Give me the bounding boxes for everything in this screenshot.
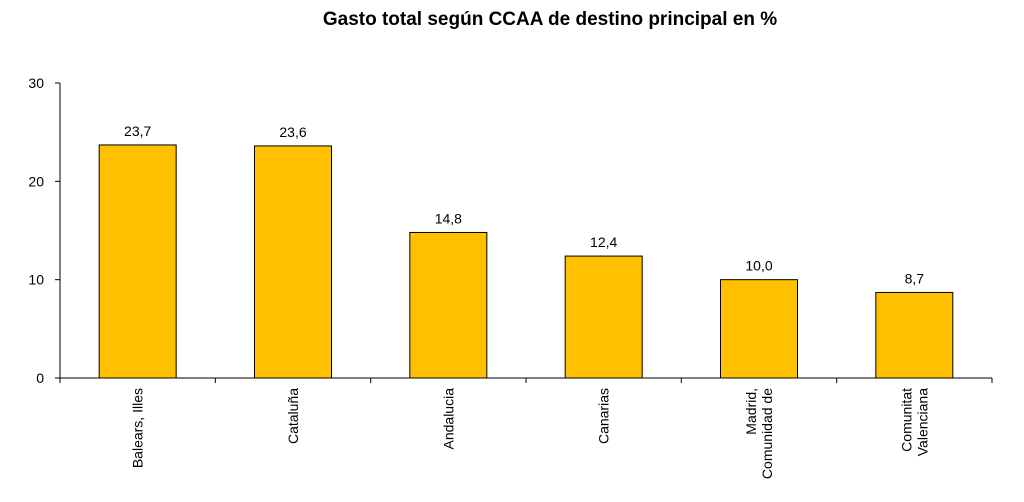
data-label: 23,6 [279,124,306,140]
bar [720,279,798,379]
y-tick-label: 10 [28,272,44,288]
bar [409,231,488,379]
category-label: Cataluña [285,388,301,444]
y-tick-label: 20 [28,173,44,189]
bar [875,291,954,379]
bar [254,145,332,379]
category-label: Valenciana [914,388,930,456]
category-label-group: Andalucia [440,388,456,450]
data-label: 12,4 [590,234,617,250]
category-label-group: Canarias [596,388,612,444]
data-label: 10,0 [745,258,772,274]
category-label-group: Cataluña [285,388,301,444]
data-label: 23,7 [124,123,151,139]
category-label: Comunidad de [759,388,775,479]
chart-title: Gasto total según CCAA de destino princi… [322,9,778,30]
data-label: 14,8 [435,210,462,226]
y-tick-label: 30 [28,75,44,91]
category-label: Canarias [596,388,612,444]
category-label-group: Balears, Illes [130,388,146,468]
category-label-group: Madrid, Comunidad de [743,388,775,479]
category-label: Madrid, [743,388,759,435]
category-label: Comunitat [898,388,914,452]
category-label: Balears, Illes [130,388,146,468]
category-label-group: Comunitat Valenciana [898,388,930,456]
data-label: 8,7 [905,270,925,286]
bar [98,144,177,379]
bar [564,255,643,379]
y-tick-label: 0 [36,370,44,386]
category-label: Andalucia [440,388,456,450]
